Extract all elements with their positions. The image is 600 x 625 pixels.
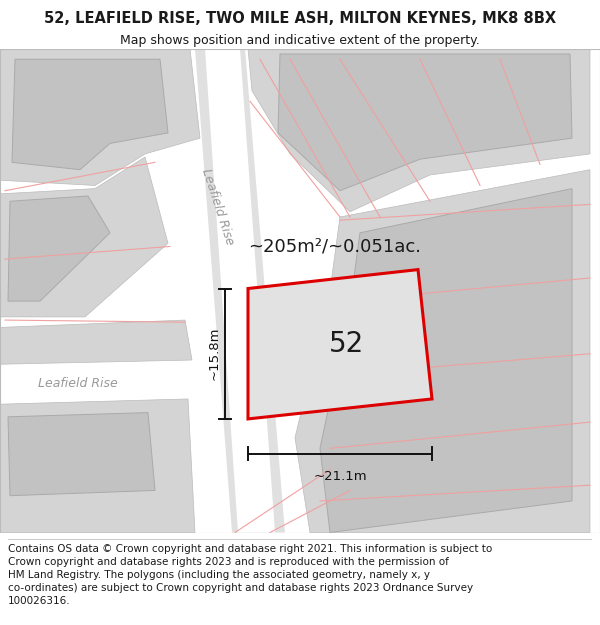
Polygon shape: [0, 157, 168, 317]
Text: Leafield Rise: Leafield Rise: [38, 377, 118, 389]
Polygon shape: [248, 49, 590, 212]
Polygon shape: [8, 412, 155, 496]
Polygon shape: [295, 169, 590, 532]
Text: 52, LEAFIELD RISE, TWO MILE ASH, MILTON KEYNES, MK8 8BX: 52, LEAFIELD RISE, TWO MILE ASH, MILTON …: [44, 11, 556, 26]
Text: ~205m²/~0.051ac.: ~205m²/~0.051ac.: [248, 238, 421, 256]
Text: Map shows position and indicative extent of the property.: Map shows position and indicative extent…: [120, 34, 480, 47]
Polygon shape: [195, 49, 285, 532]
Polygon shape: [8, 196, 110, 301]
Text: ~15.8m: ~15.8m: [208, 327, 221, 381]
Text: 52: 52: [329, 330, 364, 358]
Text: Contains OS data © Crown copyright and database right 2021. This information is : Contains OS data © Crown copyright and d…: [8, 544, 492, 606]
Polygon shape: [0, 49, 200, 186]
Polygon shape: [205, 49, 275, 532]
Polygon shape: [278, 54, 572, 191]
Polygon shape: [12, 59, 168, 169]
Text: Leafield Rise: Leafield Rise: [199, 167, 236, 246]
Text: ~21.1m: ~21.1m: [313, 471, 367, 484]
Polygon shape: [248, 269, 432, 419]
Polygon shape: [0, 320, 192, 364]
Polygon shape: [0, 399, 195, 532]
Polygon shape: [320, 189, 572, 532]
Polygon shape: [0, 359, 196, 403]
